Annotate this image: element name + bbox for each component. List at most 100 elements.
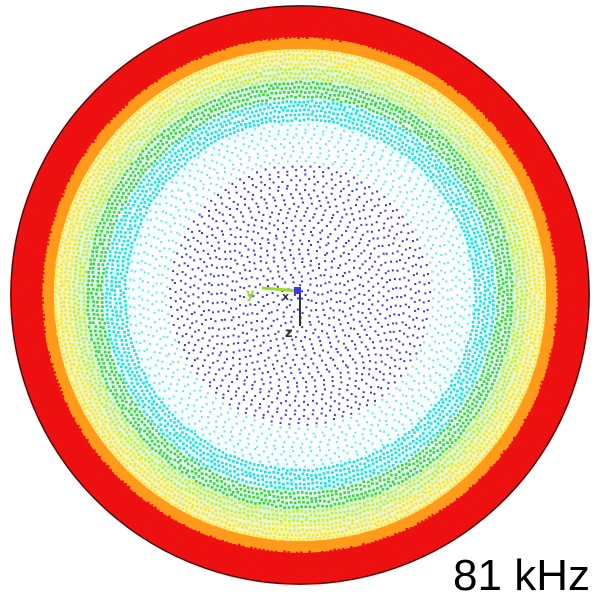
mesh-node xyxy=(127,262,130,266)
mesh-node xyxy=(276,410,279,413)
mesh-node xyxy=(228,488,231,491)
mesh-node xyxy=(155,193,159,196)
mesh-node xyxy=(230,173,233,176)
mesh-node xyxy=(273,244,276,247)
mesh-node xyxy=(245,236,248,239)
mesh-node xyxy=(149,209,152,212)
mesh-node xyxy=(292,229,295,232)
mesh-node xyxy=(174,300,177,303)
mesh-node xyxy=(158,318,161,321)
mesh-node xyxy=(332,434,335,437)
mesh-node xyxy=(446,403,449,406)
mesh-node xyxy=(162,150,165,154)
mesh-node xyxy=(390,216,393,219)
mesh-node xyxy=(166,134,169,138)
mesh-node xyxy=(423,164,426,167)
mesh-node xyxy=(274,147,276,150)
mesh-node xyxy=(230,430,232,433)
mesh-node xyxy=(217,98,221,102)
mesh-node xyxy=(145,440,149,444)
mesh-node xyxy=(266,371,269,374)
mesh-node xyxy=(107,202,110,206)
mesh-node xyxy=(262,146,265,149)
mesh-node xyxy=(255,90,259,93)
mesh-node xyxy=(100,297,104,300)
mesh-node xyxy=(133,174,137,178)
mesh-node xyxy=(176,420,180,423)
mesh-node xyxy=(391,252,394,255)
mesh-node xyxy=(281,370,284,373)
mesh-node xyxy=(410,297,413,300)
mesh-node xyxy=(235,422,238,425)
mesh-node xyxy=(446,333,449,336)
mesh-node xyxy=(495,317,498,321)
mesh-node xyxy=(217,283,220,286)
mesh-node xyxy=(357,301,360,304)
mesh-node xyxy=(410,435,414,438)
mesh-node xyxy=(393,278,396,281)
mesh-node xyxy=(368,368,371,371)
mesh-node xyxy=(349,307,351,310)
mesh-node xyxy=(322,133,325,136)
mesh-node xyxy=(277,213,280,216)
mesh-node xyxy=(405,238,408,241)
mesh-node xyxy=(298,482,302,486)
mesh-node xyxy=(208,366,211,369)
mesh-node xyxy=(205,473,208,476)
mesh-node xyxy=(453,164,457,167)
mesh-node xyxy=(442,429,446,432)
mesh-node xyxy=(232,484,235,487)
mesh-node xyxy=(191,456,195,459)
mesh-node xyxy=(333,145,336,148)
mesh-node xyxy=(398,127,401,130)
mesh-node xyxy=(237,99,241,103)
mesh-node xyxy=(189,326,192,329)
mesh-node xyxy=(499,328,502,331)
mesh-node xyxy=(475,385,478,389)
mesh-node xyxy=(404,303,407,306)
mesh-node xyxy=(473,287,476,290)
mesh-node xyxy=(407,459,411,462)
mesh-node xyxy=(316,142,318,145)
mesh-node xyxy=(252,230,255,233)
mesh-node xyxy=(184,216,187,219)
mesh-node xyxy=(484,334,487,338)
mesh-node xyxy=(242,136,245,139)
mesh-node xyxy=(368,122,372,126)
mesh-node xyxy=(124,211,128,214)
mesh-node xyxy=(231,435,234,438)
mesh-node xyxy=(370,198,373,201)
mesh-node xyxy=(139,244,142,247)
mesh-node xyxy=(429,324,432,327)
mesh-node xyxy=(97,350,101,353)
mesh-node xyxy=(449,165,452,169)
mesh-node xyxy=(245,152,248,155)
mesh-node xyxy=(422,437,425,440)
mesh-node xyxy=(243,489,247,492)
mesh-node xyxy=(263,198,266,201)
mesh-node xyxy=(289,155,292,158)
mesh-node xyxy=(318,267,320,269)
mesh-node xyxy=(124,312,128,316)
mesh-node xyxy=(422,364,425,367)
mesh-node xyxy=(144,366,147,369)
mesh-node xyxy=(398,453,401,457)
mesh-node xyxy=(142,381,145,385)
mesh-node xyxy=(331,260,333,263)
mesh-node xyxy=(318,445,321,448)
mesh-node xyxy=(311,413,314,416)
mesh-node xyxy=(322,163,325,166)
mesh-node xyxy=(442,177,446,180)
mesh-node xyxy=(398,329,401,332)
mesh-node xyxy=(481,319,484,322)
mesh-node xyxy=(488,284,491,287)
mesh-node xyxy=(391,117,395,121)
mesh-node xyxy=(248,285,251,288)
mesh-node xyxy=(305,386,308,389)
mesh-node xyxy=(401,113,405,116)
mesh-node xyxy=(337,155,340,158)
mesh-node xyxy=(249,115,252,119)
mesh-node xyxy=(310,309,313,312)
mesh-node xyxy=(126,418,129,422)
mesh-node xyxy=(361,477,364,480)
